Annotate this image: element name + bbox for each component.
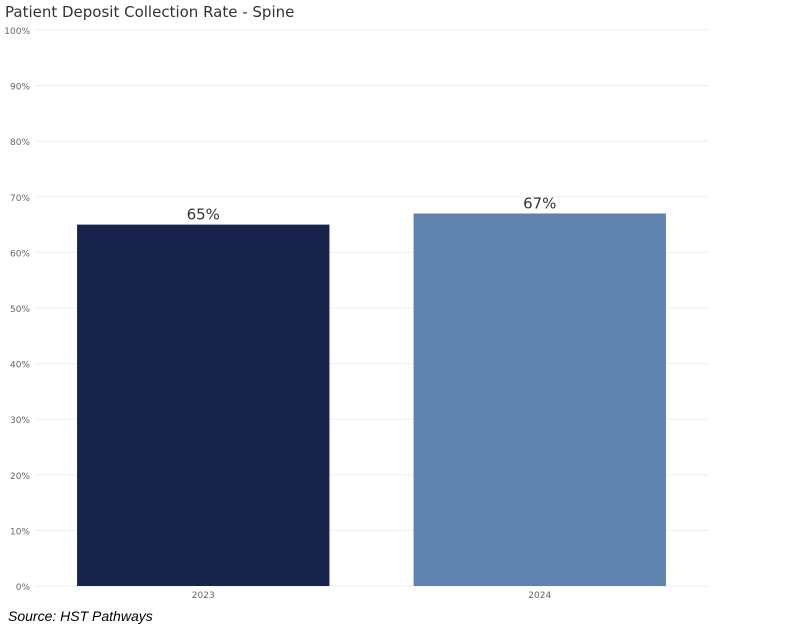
x-tick-label: 2023 xyxy=(192,591,215,601)
bar-value-label: 67% xyxy=(523,194,556,212)
chart-title: Patient Deposit Collection Rate - Spine xyxy=(5,3,295,21)
y-tick-label: 100% xyxy=(4,27,30,37)
y-tick-label: 20% xyxy=(10,472,30,482)
y-tick-label: 30% xyxy=(10,416,30,426)
bar-2023 xyxy=(77,224,330,586)
y-tick-label: 80% xyxy=(10,138,30,148)
source-note: Source: HST Pathways xyxy=(8,608,153,624)
y-tick-label: 70% xyxy=(10,194,30,204)
y-tick-label: 10% xyxy=(10,527,30,537)
y-tick-label: 60% xyxy=(10,249,30,259)
y-tick-label: 0% xyxy=(16,583,31,593)
y-axis: 0% 10% 20% 30% 40% 50% 60% 70% 80% 90% 100% xyxy=(4,27,30,593)
value-labels: 65% 67% xyxy=(187,194,557,223)
y-tick-label: 40% xyxy=(10,361,30,371)
x-tick-label: 2024 xyxy=(528,591,551,601)
x-axis: 2023 2024 xyxy=(192,591,552,601)
bar-2024 xyxy=(413,213,666,587)
y-tick-label: 90% xyxy=(10,83,30,93)
bar-value-label: 65% xyxy=(187,206,220,224)
y-tick-label: 50% xyxy=(10,305,30,315)
bars xyxy=(77,213,666,587)
